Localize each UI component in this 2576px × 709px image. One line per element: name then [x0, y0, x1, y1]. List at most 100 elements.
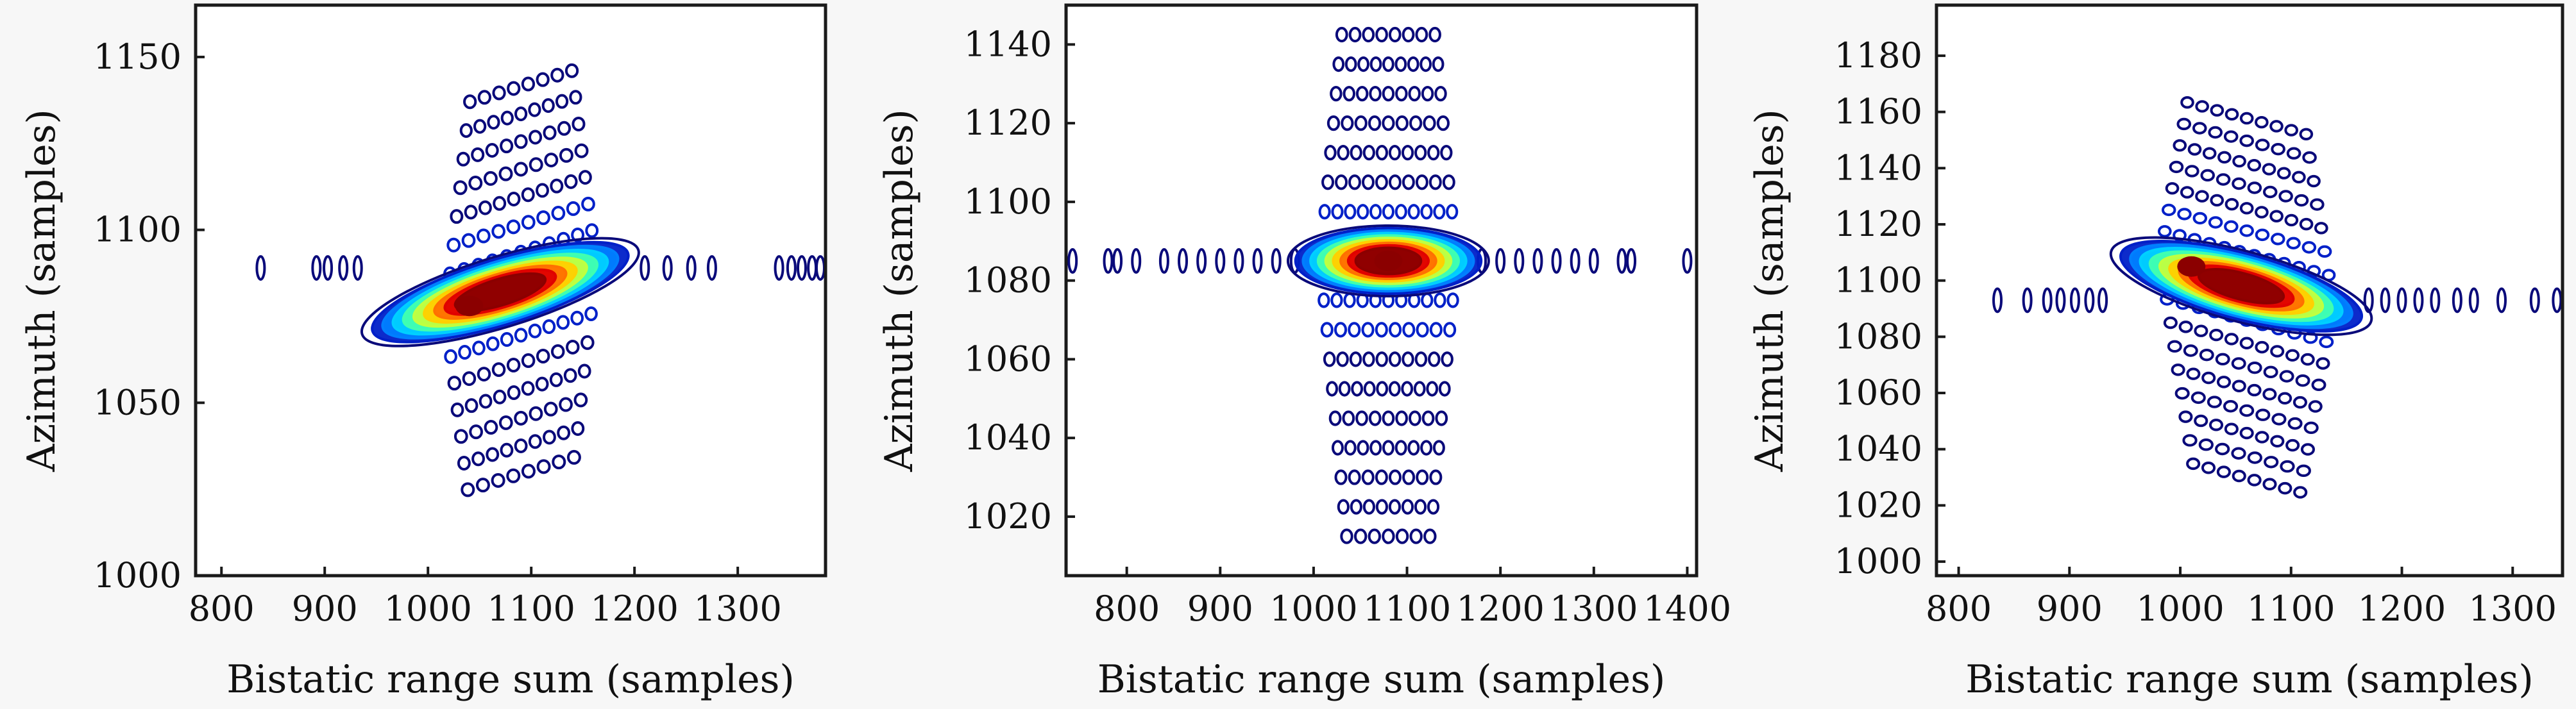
sidelobe-contour [2176, 117, 2192, 131]
sidelobe-contour [521, 76, 536, 92]
sidelobe-contour [2192, 122, 2207, 135]
sidelobe-contour [528, 434, 542, 449]
sidelobe-contour [551, 206, 566, 221]
sidelobe-contour [1382, 115, 1395, 131]
sidelobe-contour [2185, 165, 2199, 178]
range-sidelobe-contour [1215, 247, 1226, 274]
sidelobe-contour [2276, 167, 2291, 179]
sidelobe-contour [1350, 499, 1362, 515]
sidelobe-contour [1409, 115, 1423, 131]
sidelobe-contour [1350, 145, 1362, 161]
range-sidelobe-contour [796, 254, 807, 281]
sidelobe-contour [2300, 443, 2316, 456]
sidelobe-contour [464, 204, 478, 220]
chart-panel-1: 800 900 1000 1100 1200 1300 1000 1050 1100 1150 Bi… [19, 3, 827, 702]
range-sidelobe-contour [2022, 287, 2033, 313]
sidelobe-contour [1401, 145, 1414, 161]
sidelobe-contour [1428, 26, 1441, 43]
range-sidelobe-contour [1131, 247, 1142, 274]
y-tick-label: 1140 [1835, 147, 1922, 188]
sidelobe-contour [498, 166, 513, 181]
sidelobe-contour [2180, 186, 2194, 199]
sidelobe-contour [1344, 440, 1357, 456]
sidelobe-contour [2293, 486, 2308, 499]
sidelobe-contour [506, 468, 521, 483]
sidelobe-contour [2284, 213, 2299, 227]
sidelobe-contour [1433, 204, 1446, 220]
sidelobe-contour [1395, 85, 1408, 102]
sidelobe-contour [2247, 181, 2262, 194]
sidelobe-contour [574, 143, 589, 158]
range-sidelobe-contour [1103, 247, 1114, 274]
sidelobe-contour [2182, 434, 2198, 447]
sidelobe-contour [1428, 174, 1442, 190]
sidelobe-contour [2247, 451, 2262, 464]
sidelobe-contour [492, 85, 506, 101]
sidelobe-contour [457, 456, 471, 471]
x-tick-label: 800 [189, 588, 255, 629]
sidelobe-contour [2209, 328, 2224, 342]
sidelobe-contour [2195, 100, 2209, 113]
sidelobe-contour [491, 472, 505, 488]
sidelobe-contour [483, 171, 498, 186]
sidelobe-contour [491, 362, 506, 378]
sidelobe-contour [584, 306, 598, 322]
sidelobe-contour [2224, 422, 2239, 435]
sidelobe-contour [2239, 224, 2254, 237]
sidelobe-contour [446, 237, 461, 253]
sidelobe-contour [1446, 292, 1459, 308]
sidelobe-contour [2292, 171, 2306, 184]
y-tick-label: 1040 [1835, 429, 1922, 469]
sidelobe-contour [2224, 108, 2239, 121]
range-sidelobe-contour [2413, 287, 2424, 313]
sidelobe-contour [471, 147, 485, 162]
sidelobe-contour [514, 438, 528, 453]
sidelobe-contour [498, 415, 513, 430]
sidelobe-contour [2208, 126, 2223, 139]
sidelobe-contour [521, 187, 535, 203]
sidelobe-contour [2302, 151, 2317, 164]
sidelobe-contour [1395, 115, 1409, 131]
sidelobe-contour [1440, 145, 1453, 161]
sidelobe-contour [559, 397, 573, 412]
sidelobe-contour [2157, 225, 2172, 238]
range-sidelobe-contour [2529, 287, 2540, 313]
sidelobe-contour [1436, 115, 1450, 131]
sidelobe-contour [529, 157, 543, 172]
range-sidelobe-contour [1570, 247, 1580, 274]
sidelobe-contour [2180, 96, 2194, 109]
sidelobe-contour [2307, 174, 2321, 188]
x-tick-label: 1300 [693, 588, 781, 629]
sidelobe-contour [2284, 124, 2298, 137]
sidelobe-contour [572, 116, 586, 131]
sidelobe-contour [2202, 147, 2217, 160]
sidelobe-contour [1330, 85, 1343, 102]
sidelobe-contour [1342, 410, 1355, 426]
sidelobe-contour [542, 319, 556, 335]
y-tick-label: 1150 [94, 37, 182, 77]
sidelobe-contour [2195, 190, 2209, 203]
range-sidelobe-contour [1682, 247, 1693, 274]
sidelobe-contour [1419, 56, 1432, 72]
range-sidelobe-contour [1067, 247, 1078, 274]
sidelobe-contour [453, 429, 468, 444]
range-sidelobe-contour [1196, 247, 1207, 274]
range-sidelobe-contour [1233, 247, 1244, 274]
sidelobe-contour [1388, 174, 1402, 190]
sidelobe-contour [1401, 381, 1414, 397]
sidelobe-contour [461, 233, 476, 248]
sidelobe-contour [506, 219, 521, 235]
sidelobe-contour [2194, 324, 2208, 337]
sidelobe-contour [2232, 380, 2246, 392]
sidelobe-contour [1349, 351, 1362, 367]
sidelobe-contour [1348, 469, 1361, 485]
sidelobe-contour [2239, 337, 2254, 349]
sidelobe-contour [1394, 440, 1407, 456]
sidelobe-contour [463, 94, 477, 110]
sidelobe-contour [550, 67, 564, 83]
x-tick-label: 1100 [2247, 588, 2335, 629]
sidelobe-contour [1388, 381, 1401, 397]
sidelobe-contour [1421, 85, 1434, 102]
sidelobe-contour [1368, 115, 1382, 131]
peak-contour [1374, 250, 1403, 271]
